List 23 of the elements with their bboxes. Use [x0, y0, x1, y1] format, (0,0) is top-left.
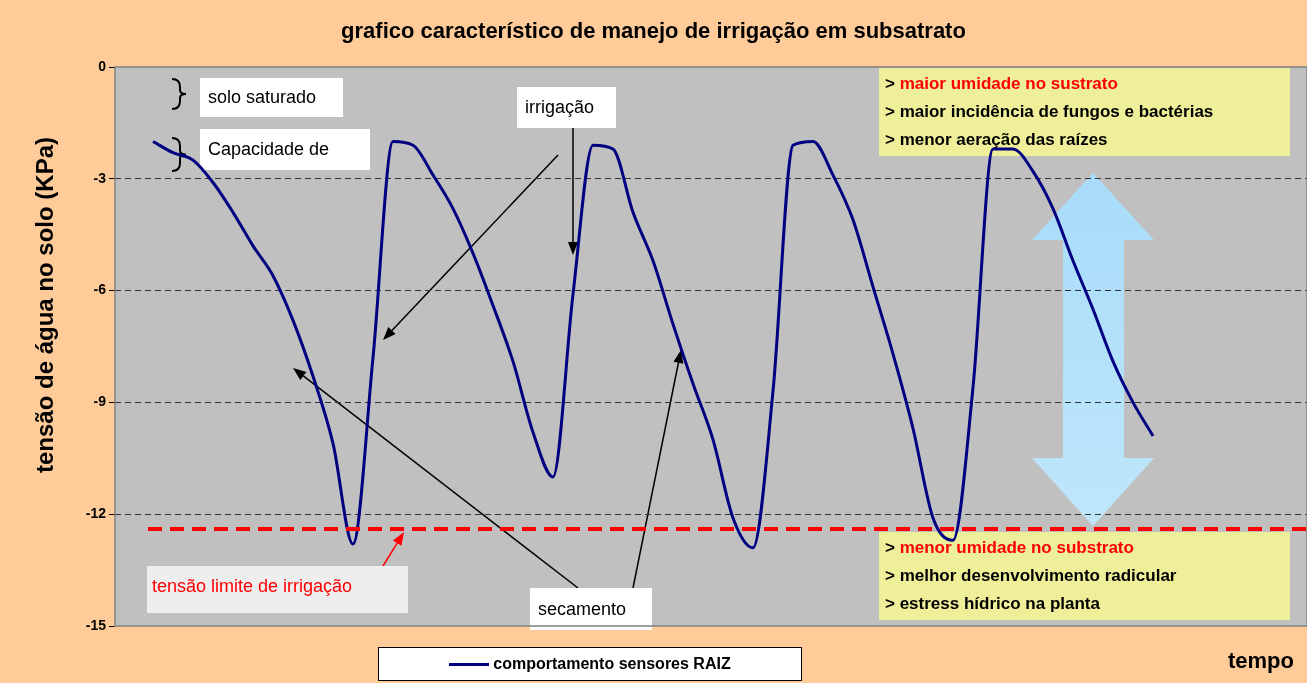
ref-line-label: tensão limite de irrigação: [152, 576, 353, 597]
annotation: > melhor desenvolvimento radicular: [885, 565, 1178, 587]
annotation: > menor aeração das raízes: [885, 129, 1109, 151]
x-axis-title: tempo: [1228, 648, 1294, 674]
y-axis-title: tensão de água no solo (KPa): [30, 136, 59, 476]
note-panel: > menor umidade no substrato > melhor desenvolvimento radicular > estress hídrico na planta: [879, 532, 1290, 620]
legend-label: comportamento sensores RAIZ: [493, 655, 731, 673]
annotation: > maior umidade no sustrato: [885, 73, 1119, 95]
annotation: > estress hídrico na planta: [885, 593, 1101, 615]
y-tick-label: -9: [93, 393, 107, 410]
label-box: irrigação: [517, 87, 616, 128]
annotation: > maior incidência de fungos e bactérias: [885, 101, 1215, 123]
note-panel: > maior umidade no sustrato > maior incidência de fungos e bactérias > menor aeração das raízes: [879, 68, 1290, 156]
y-tick-label: -3: [93, 169, 107, 186]
chart-title: grafico característico de manejo de irrigação em subsatrato: [340, 18, 967, 44]
y-tick-label: -15: [85, 616, 107, 633]
annotation: > menor umidade no substrato: [885, 537, 1135, 559]
label-box: solo saturado: [200, 78, 343, 117]
y-tick-label: -12: [85, 505, 107, 522]
label-box: secamento: [530, 588, 652, 630]
y-tick-label: -6: [93, 281, 107, 298]
y-tick-label: 0: [98, 57, 107, 74]
label-box: Capacidade de: [200, 129, 370, 170]
